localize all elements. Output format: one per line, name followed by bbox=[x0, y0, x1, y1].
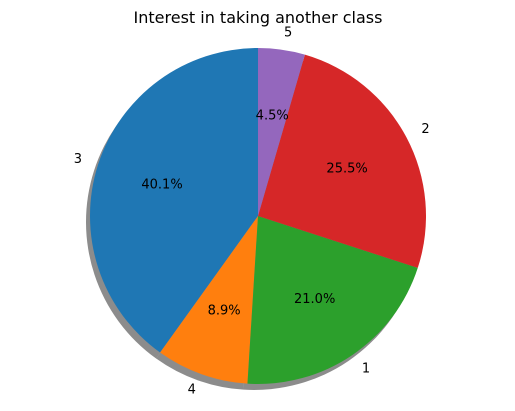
slice-label-1: 1 bbox=[362, 361, 370, 376]
slice-label-4: 4 bbox=[188, 383, 196, 398]
pie-slice-1 bbox=[247, 216, 418, 384]
pie-slice-3 bbox=[89, 48, 259, 353]
pie-slice-2 bbox=[258, 54, 427, 268]
pie-labels: 3 40.1% 4 8.9% 1 21.0% 2 25.5% 5 4.5% bbox=[74, 26, 430, 398]
slice-percent-2: 25.5% bbox=[326, 161, 367, 176]
pie-slice-4 bbox=[160, 216, 258, 384]
pie-slices bbox=[89, 48, 427, 384]
slice-label-2: 2 bbox=[421, 122, 429, 137]
slice-percent-5: 4.5% bbox=[256, 109, 289, 124]
slice-percent-1: 21.0% bbox=[294, 292, 335, 307]
chart-title: Interest in taking another class bbox=[134, 8, 383, 27]
pie-slice-5 bbox=[258, 48, 305, 216]
slice-percent-3: 40.1% bbox=[141, 178, 182, 193]
slice-label-5: 5 bbox=[284, 26, 292, 41]
slice-label-3: 3 bbox=[74, 152, 82, 167]
slice-percent-4: 8.9% bbox=[208, 303, 241, 318]
